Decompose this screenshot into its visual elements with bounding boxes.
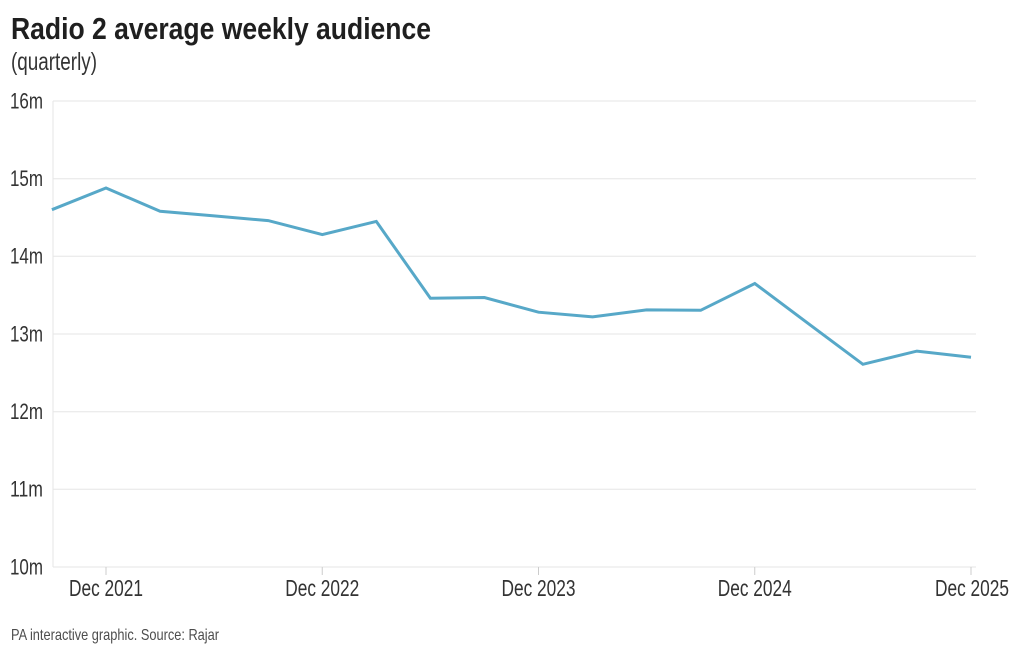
svg-text:12m: 12m <box>10 399 43 424</box>
svg-text:Radio 2 average weekly audienc: Radio 2 average weekly audience <box>11 11 431 46</box>
svg-text:15m: 15m <box>10 166 43 191</box>
svg-text:10m: 10m <box>10 554 43 579</box>
svg-text:11m: 11m <box>10 477 43 502</box>
svg-text:16m: 16m <box>10 88 43 113</box>
svg-text:Dec 2022: Dec 2022 <box>285 575 359 601</box>
svg-text:Dec 2024: Dec 2024 <box>718 575 792 601</box>
svg-text:Dec 2023: Dec 2023 <box>502 575 576 601</box>
svg-text:Dec 2021: Dec 2021 <box>69 575 143 601</box>
svg-text:14m: 14m <box>10 244 43 269</box>
svg-text:(quarterly): (quarterly) <box>11 48 97 76</box>
svg-text:13m: 13m <box>10 321 43 346</box>
svg-text:PA interactive graphic. Source: PA interactive graphic. Source: Rajar <box>11 627 220 644</box>
svg-text:Dec 2025: Dec 2025 <box>935 575 1009 601</box>
